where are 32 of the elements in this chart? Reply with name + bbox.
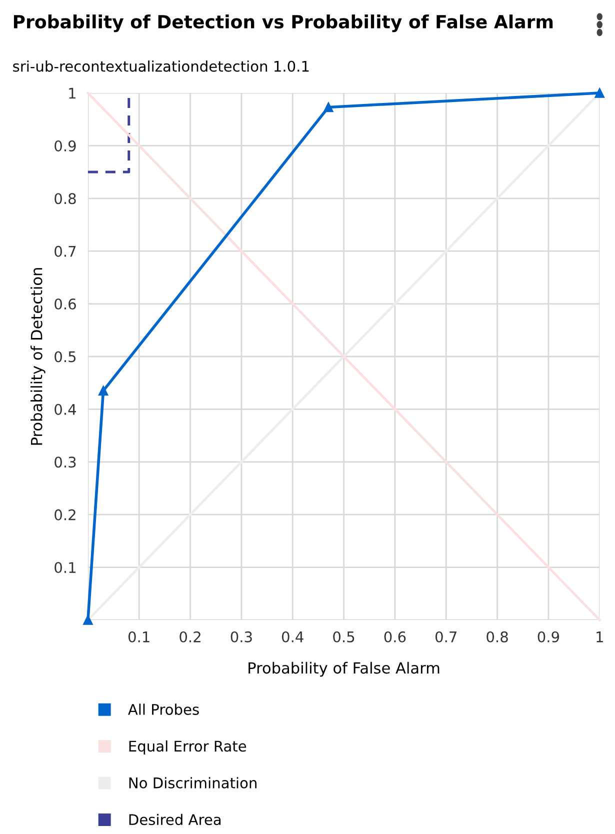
chart-subtitle: sri-ub-recontextualizationdetection 1.0.1 bbox=[13, 60, 309, 72]
y-tick-label: 0.6 bbox=[54, 298, 76, 310]
y-tick-label: 0.7 bbox=[54, 246, 76, 257]
y-tick-label: 0.1 bbox=[54, 562, 76, 574]
point bbox=[594, 88, 604, 98]
y-tick-label: 0.5 bbox=[54, 351, 76, 362]
x-tick-label: 0.8 bbox=[486, 631, 508, 642]
point bbox=[324, 102, 334, 112]
x-tick-label: 0.6 bbox=[384, 631, 406, 642]
y-tick-label: 1 bbox=[69, 88, 76, 99]
x-tick-label: 0.2 bbox=[180, 631, 200, 642]
x-tick-label: 1 bbox=[596, 632, 603, 642]
y-tick-label: 0.3 bbox=[54, 456, 76, 468]
y-tick-label: 0.8 bbox=[54, 193, 76, 204]
legend-label: Desired Area bbox=[129, 814, 221, 826]
point bbox=[83, 615, 93, 625]
y-tick-label: 0.2 bbox=[54, 509, 76, 520]
y-axis-title: Probability of Detection bbox=[30, 268, 46, 445]
x-axis-title: Probability of False Alarm bbox=[248, 662, 440, 677]
legend-label: No Discrimination bbox=[129, 777, 256, 788]
point bbox=[98, 386, 108, 396]
legend-label: All Probes bbox=[128, 704, 199, 715]
y-tick-label: 0.4 bbox=[54, 404, 76, 415]
y-tick-label: 0.9 bbox=[54, 140, 76, 152]
legend-label: Equal Error Rate bbox=[129, 740, 246, 755]
x-tick-label: 0.4 bbox=[282, 631, 304, 642]
x-tick-label: 0.3 bbox=[230, 631, 252, 642]
x-tick-label: 0.9 bbox=[538, 631, 560, 642]
x-tick-label: 0.1 bbox=[128, 631, 150, 642]
chart-title: Probability of Detection vs Probability of False Alarm bbox=[14, 14, 553, 32]
x-tick-label: 0.5 bbox=[333, 631, 354, 642]
x-tick-label: 0.7 bbox=[435, 631, 456, 642]
